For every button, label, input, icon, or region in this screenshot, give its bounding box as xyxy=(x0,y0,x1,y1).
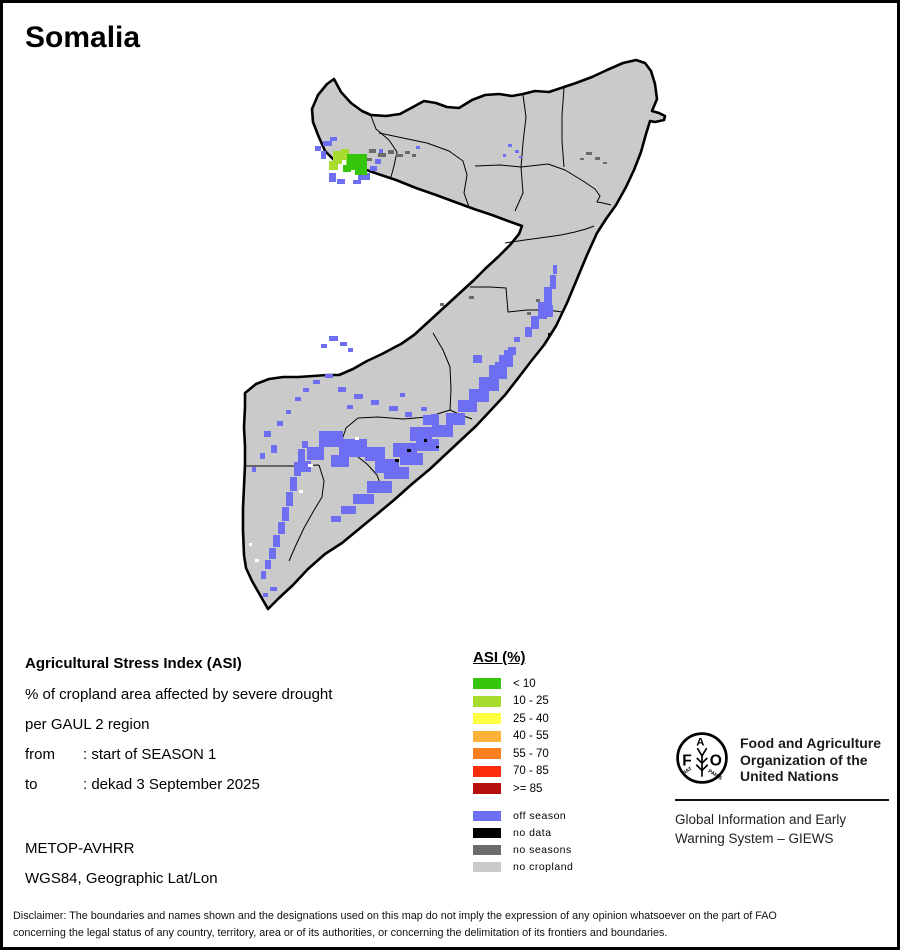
disclaimer-line: Disclaimer: The boundaries and names sho… xyxy=(13,910,777,922)
legend-row: no cropland xyxy=(473,859,573,876)
legend-row: 10 - 25 xyxy=(473,693,573,711)
somalia-map xyxy=(241,58,667,611)
legend-title: ASI (%) xyxy=(473,649,526,666)
legend-swatch xyxy=(473,862,501,872)
legend-row: 25 - 40 xyxy=(473,710,573,728)
asi-from-row: from : start of SEASON 1 xyxy=(25,746,332,763)
legend-label: 40 - 55 xyxy=(513,730,549,743)
off-season-patches xyxy=(252,137,557,597)
legend-label: no cropland xyxy=(513,861,574,873)
legend-label: off season xyxy=(513,810,567,822)
legend-swatch xyxy=(473,713,501,725)
asi-green-patches xyxy=(329,149,367,175)
legend-group-gap xyxy=(473,798,573,808)
from-label: from xyxy=(25,746,55,763)
to-label: to xyxy=(25,776,38,793)
fao-letter-o: O xyxy=(710,752,722,769)
source-block: METOP-AVHRR WGS84, Geographic Lat/Lon xyxy=(25,840,218,900)
legend-swatch xyxy=(473,695,501,707)
legend-row: off season xyxy=(473,808,573,825)
legend-swatch xyxy=(473,678,501,690)
giews-line: Warning System – GIEWS xyxy=(675,831,834,846)
legend-label: no seasons xyxy=(513,844,572,856)
to-value: : dekad 3 September 2025 xyxy=(83,776,260,793)
legend-label: no data xyxy=(513,827,552,839)
white-speckles xyxy=(249,437,359,562)
asi-to-row: to : dekad 3 September 2025 xyxy=(25,776,332,793)
projection-label: WGS84, Geographic Lat/Lon xyxy=(25,870,218,887)
legend-swatch xyxy=(473,748,501,760)
legend-row: >= 85 xyxy=(473,780,573,798)
legend-label: >= 85 xyxy=(513,782,543,795)
legend-swatch xyxy=(473,765,501,777)
from-value: : start of SEASON 1 xyxy=(83,746,217,763)
disclaimer: Disclaimer: The boundaries and names sho… xyxy=(13,908,893,942)
no-data-patches xyxy=(395,333,551,462)
legend-swatch xyxy=(473,730,501,742)
asi-heading: Agricultural Stress Index (ASI) xyxy=(25,655,242,672)
giews-name: Global Information and Early Warning Sys… xyxy=(675,810,891,848)
legend-swatch xyxy=(473,783,501,795)
disclaimer-line: concerning the legal status of any count… xyxy=(13,927,668,939)
fao-org-name: Food and Agriculture Organization of the… xyxy=(740,731,881,785)
legend-row: 40 - 55 xyxy=(473,728,573,746)
fao-letter-a: A xyxy=(696,737,704,749)
asi-line-2: per GAUL 2 region xyxy=(25,716,150,733)
legend-label: 25 - 40 xyxy=(513,712,549,725)
fao-org-line: United Nations xyxy=(740,768,839,784)
legend-row: no data xyxy=(473,825,573,842)
legend: ASI (%) < 10 10 - 25 25 - 40 40 - 55 55 … xyxy=(473,649,573,876)
fao-identity: F A O FIAT PANIS Food and Agriculture Or… xyxy=(675,731,891,785)
giews-line: Global Information and Early xyxy=(675,812,847,827)
page-title: Somalia xyxy=(25,21,141,54)
legend-row: < 10 xyxy=(473,675,573,693)
fao-letter-f: F xyxy=(682,752,692,769)
fao-block: F A O FIAT PANIS Food and Agriculture Or… xyxy=(675,731,891,848)
legend-swatch xyxy=(473,811,501,821)
sensor-label: METOP-AVHRR xyxy=(25,840,135,857)
fao-motto-fiat: FIAT xyxy=(681,766,694,777)
legend-label: 10 - 25 xyxy=(513,695,549,708)
fao-logo-icon: F A O FIAT PANIS xyxy=(676,732,728,784)
legend-swatch xyxy=(473,845,501,855)
legend-label: < 10 xyxy=(513,677,536,690)
legend-label: 70 - 85 xyxy=(513,765,549,778)
legend-label: 55 - 70 xyxy=(513,747,549,760)
legend-row: 55 - 70 xyxy=(473,745,573,763)
legend-swatch xyxy=(473,828,501,838)
fao-org-line: Food and Agriculture xyxy=(740,735,882,751)
fao-divider xyxy=(675,799,889,801)
fao-org-line: Organization of the xyxy=(740,751,868,768)
asi-line-1: % of cropland area affected by severe dr… xyxy=(25,686,333,703)
legend-row: 70 - 85 xyxy=(473,763,573,781)
country-outline xyxy=(241,58,667,611)
wheat-ear-icon xyxy=(695,747,709,777)
legend-row: no seasons xyxy=(473,842,573,859)
asi-description-block: Agricultural Stress Index (ASI) % of cro… xyxy=(25,655,332,806)
no-seasons-patches xyxy=(367,149,607,315)
